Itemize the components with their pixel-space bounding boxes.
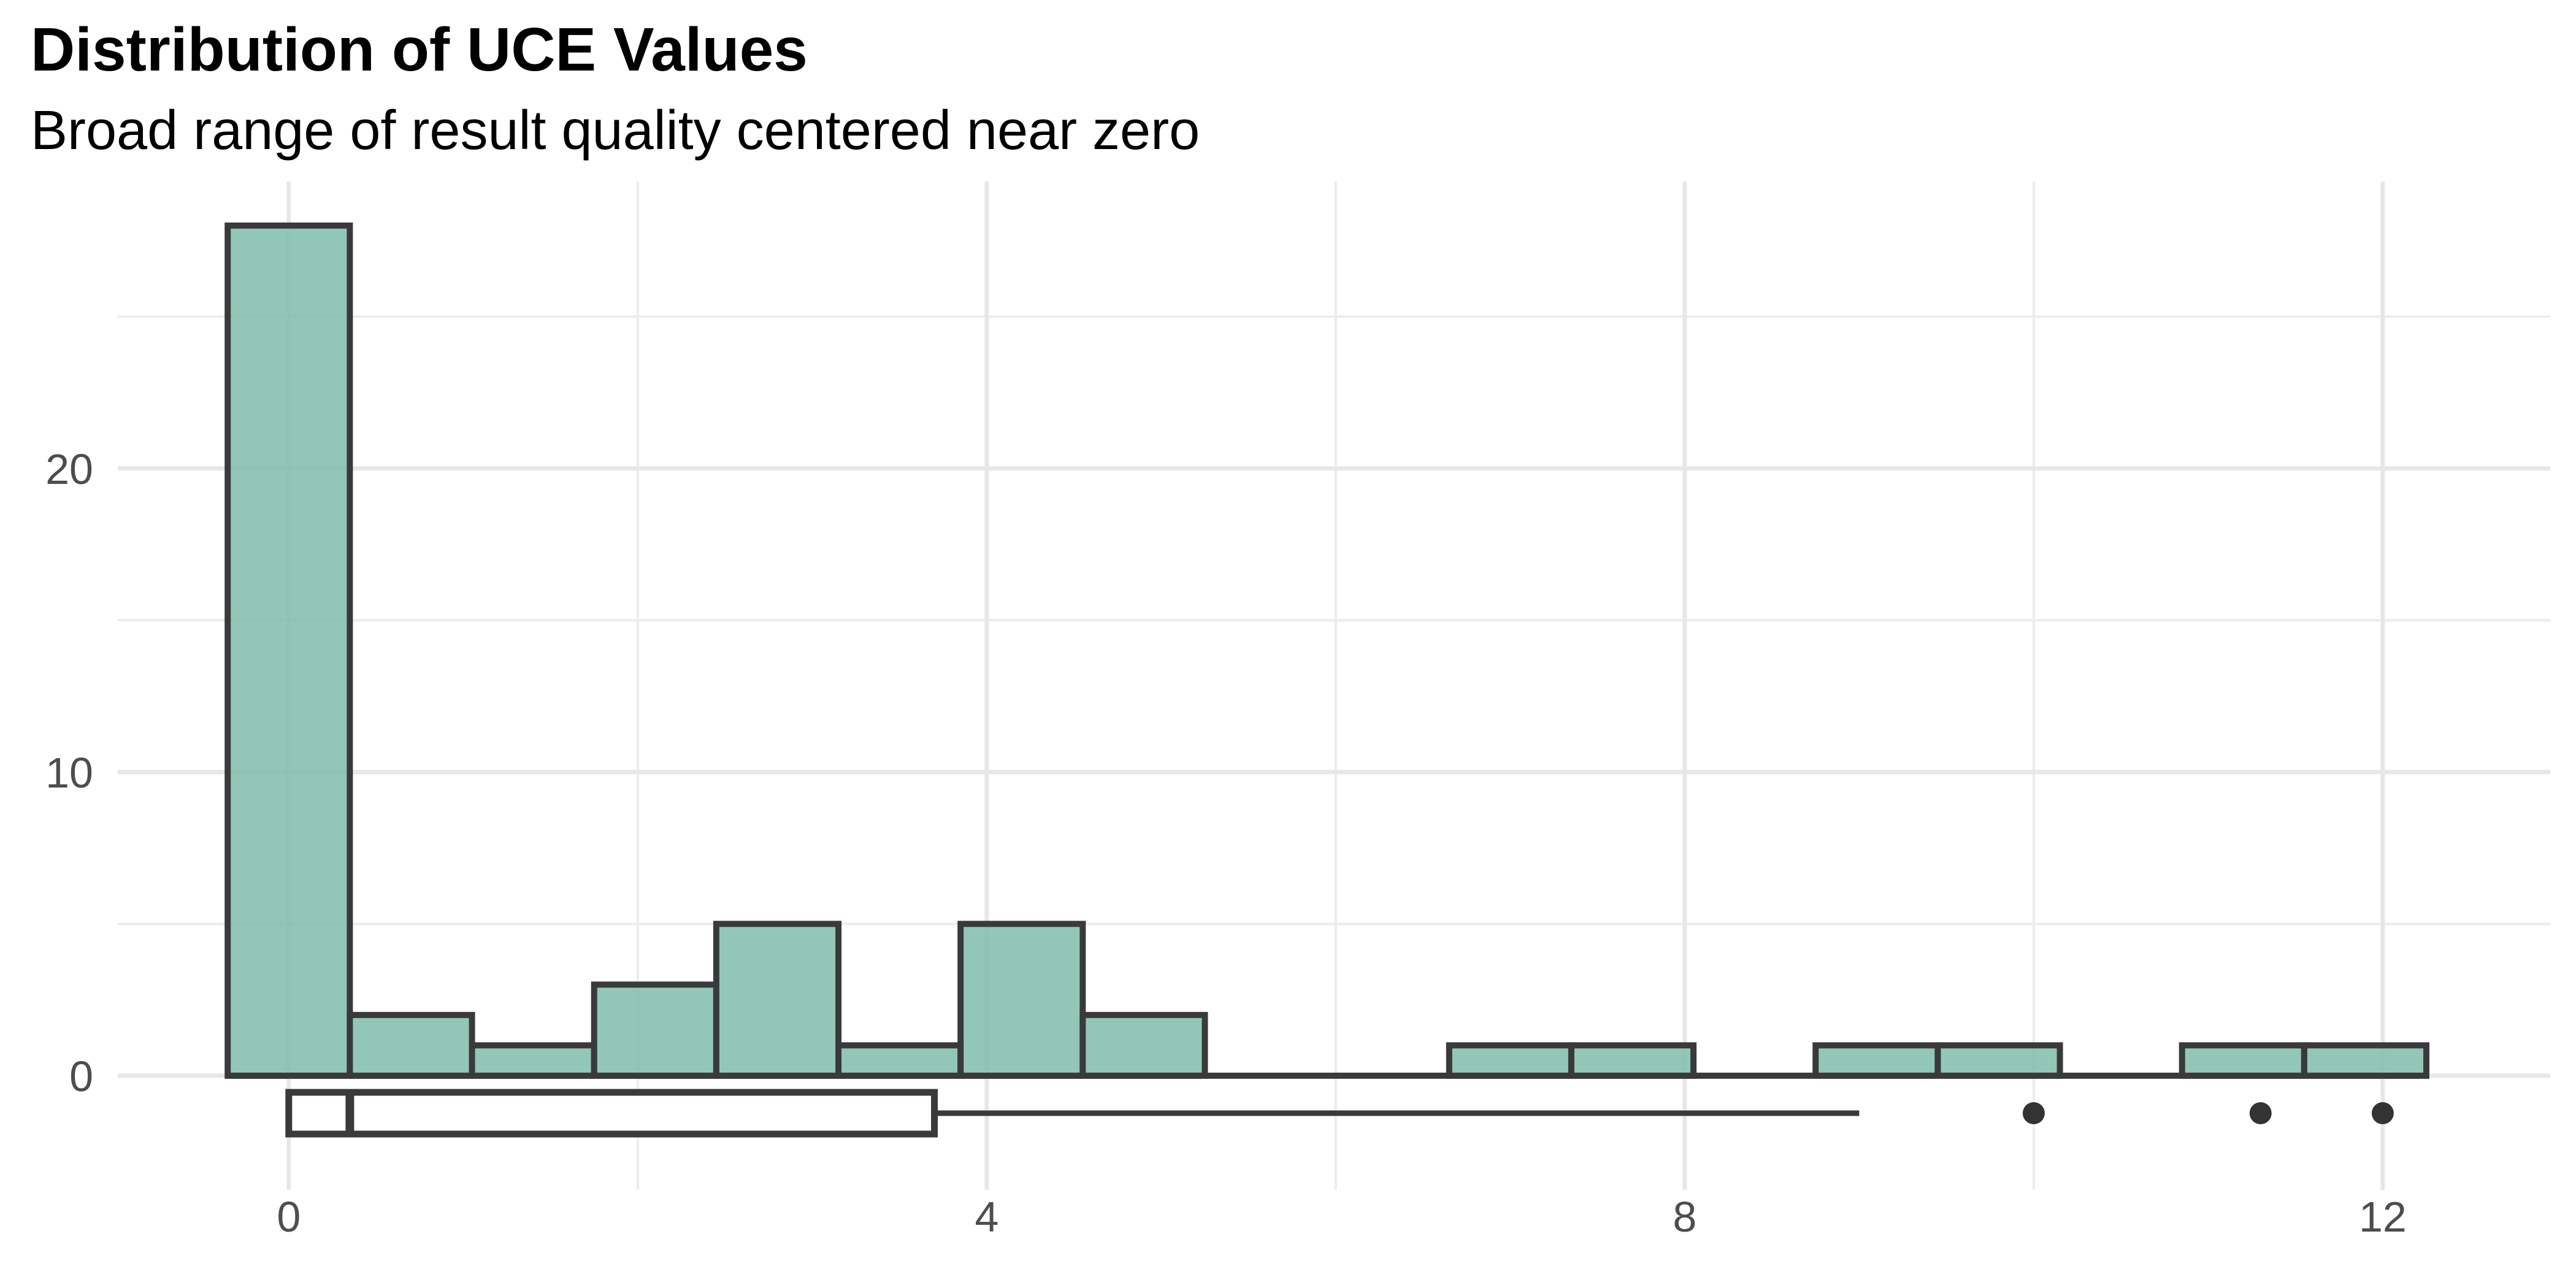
histogram-bar bbox=[713, 921, 842, 1079]
histogram-bar bbox=[957, 921, 1086, 1079]
x-axis-tick-label: 4 bbox=[975, 1193, 999, 1241]
histogram-bar bbox=[2301, 1042, 2430, 1079]
histogram-bar bbox=[1079, 1011, 1208, 1079]
histogram-bar bbox=[1446, 1042, 1574, 1079]
boxplot-box bbox=[285, 1089, 938, 1138]
histogram-bar bbox=[347, 1011, 475, 1079]
histogram-bar bbox=[224, 222, 353, 1079]
histogram-bar bbox=[1812, 1042, 1941, 1079]
histogram-bar bbox=[469, 1042, 597, 1079]
x-axis-tick-label: 0 bbox=[277, 1193, 301, 1241]
y-axis-tick-label: 10 bbox=[45, 749, 93, 797]
x-axis-tick-label: 12 bbox=[2359, 1193, 2407, 1241]
plot-area: 0 4 8 12 0 10 20 bbox=[45, 182, 2550, 1241]
histogram-bar bbox=[1934, 1042, 2063, 1079]
x-axis-tick-label: 8 bbox=[1673, 1193, 1696, 1241]
histogram-bar bbox=[2179, 1042, 2307, 1079]
histogram-bar bbox=[835, 1042, 964, 1079]
histogram-bar bbox=[591, 981, 719, 1079]
boxplot-outlier-point bbox=[2249, 1102, 2272, 1124]
boxplot-outlier-point bbox=[2022, 1102, 2045, 1124]
y-axis-tick-label: 0 bbox=[69, 1052, 93, 1100]
boxplot-outlier-point bbox=[2371, 1102, 2394, 1124]
chart-title: Distribution of UCE Values bbox=[31, 15, 808, 84]
y-axis-tick-label: 20 bbox=[45, 445, 93, 493]
histogram-bar bbox=[1568, 1042, 1697, 1079]
chart-subtitle: Broad range of result quality centered n… bbox=[31, 100, 1200, 161]
